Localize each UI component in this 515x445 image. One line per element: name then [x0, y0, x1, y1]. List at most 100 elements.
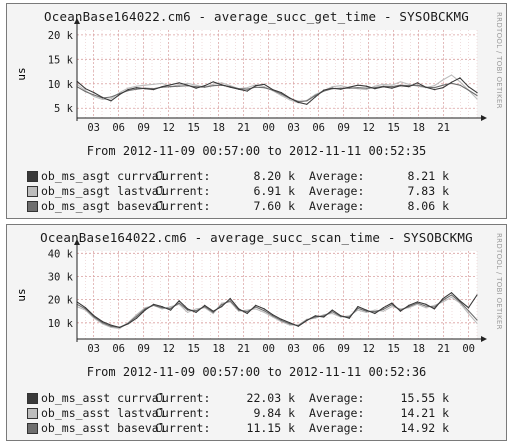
chart-panel-scan-time: OceanBase164022.cm6 - average_succ_scan_… — [6, 224, 507, 441]
data-point — [110, 326, 112, 328]
legend-series-name: ob_ms_asgt baseval — [41, 199, 166, 213]
data-point — [331, 86, 333, 88]
data-point — [476, 294, 478, 296]
legend-average-label: Average: — [309, 421, 365, 435]
data-point — [476, 319, 478, 321]
y-axis-label: us — [15, 67, 28, 80]
x-tick-label: 09 — [137, 122, 150, 134]
data-point — [119, 92, 121, 94]
legend-current-label: Current: — [155, 199, 211, 213]
x-tick-label: 12 — [362, 122, 375, 134]
data-point — [195, 311, 197, 313]
data-point — [374, 85, 376, 87]
data-point — [442, 297, 444, 300]
data-point — [195, 87, 197, 89]
legend-swatch — [27, 201, 38, 212]
data-point — [289, 324, 291, 326]
x-tick-label: 00 — [262, 122, 275, 134]
data-point — [153, 303, 155, 305]
data-point — [212, 312, 214, 315]
data-point — [93, 95, 95, 98]
legend-average-label: Average: — [309, 184, 365, 198]
data-point — [263, 87, 265, 89]
data-point — [450, 81, 453, 83]
data-point — [459, 81, 461, 83]
legend-current-value: 8.20 k — [253, 169, 295, 183]
data-point — [161, 82, 163, 84]
data-point — [323, 316, 325, 318]
data-point — [280, 319, 282, 322]
data-point — [416, 303, 418, 305]
x-tick-label: 03 — [87, 343, 100, 355]
data-point — [425, 305, 427, 307]
data-point — [374, 87, 376, 89]
data-point — [101, 323, 104, 325]
data-point — [348, 317, 350, 319]
x-tick-label: 06 — [112, 343, 125, 355]
data-point — [314, 96, 316, 98]
data-point — [280, 92, 282, 94]
y-tick-label: 15 k — [48, 54, 74, 66]
data-point — [382, 310, 384, 312]
data-point — [238, 310, 240, 312]
data-point — [110, 324, 112, 326]
data-point — [306, 100, 308, 102]
data-point — [246, 312, 248, 315]
x-tick-label: 21 — [237, 122, 250, 134]
x-tick-label: 15 — [387, 122, 400, 134]
data-point — [408, 83, 410, 85]
data-point — [391, 86, 393, 88]
legend-average-value: 7.83 k — [407, 184, 449, 198]
x-tick-label: 12 — [162, 122, 175, 134]
data-point — [195, 86, 197, 88]
data-point — [306, 103, 308, 105]
x-tick-label: 21 — [437, 343, 450, 355]
data-point — [93, 315, 95, 317]
legend-swatch — [27, 423, 38, 434]
data-point — [187, 84, 189, 86]
data-point — [229, 300, 231, 302]
chart-title: OceanBase164022.cm6 - average_succ_get_t… — [44, 9, 469, 24]
x-tick-label: 18 — [412, 343, 425, 355]
data-point — [348, 86, 350, 88]
data-point — [187, 309, 189, 311]
data-point — [280, 321, 282, 323]
data-point — [153, 89, 155, 91]
data-point — [93, 92, 95, 94]
data-point — [357, 309, 359, 311]
data-point — [187, 311, 189, 313]
series-line — [76, 74, 478, 104]
data-point — [136, 85, 138, 87]
data-point — [212, 85, 214, 87]
data-point — [323, 89, 325, 91]
legend-average-value: 14.92 k — [400, 421, 449, 435]
data-point — [93, 316, 95, 318]
data-point — [178, 300, 180, 302]
data-point — [127, 323, 129, 325]
series-line — [76, 291, 478, 328]
legend-swatch — [27, 186, 38, 197]
rrdtool-watermark: RRDTOOL / TOBI OETIKER — [495, 233, 503, 330]
x-axis-arrow — [481, 336, 487, 342]
data-point — [229, 297, 231, 300]
legend-current-label: Current: — [155, 421, 211, 435]
data-point — [425, 303, 427, 305]
data-point — [314, 94, 316, 97]
x-tick-label: 18 — [212, 343, 225, 355]
x-tick-label: 00 — [262, 343, 275, 355]
data-point — [331, 311, 333, 313]
data-point — [323, 314, 325, 316]
rrdtool-watermark: RRDTOOL / TOBI OETIKER — [495, 12, 503, 109]
data-point — [238, 308, 240, 310]
data-point — [365, 310, 367, 312]
data-point — [391, 306, 393, 308]
x-tick-label: 09 — [337, 343, 350, 355]
legend-series-name: ob_ms_asgt lastval — [41, 184, 166, 198]
x-tick-label: 18 — [412, 122, 425, 134]
legend-average-value: 8.21 k — [407, 169, 449, 183]
data-point — [408, 304, 410, 306]
chart-panel-get-time: OceanBase164022.cm6 - average_succ_get_t… — [6, 3, 507, 219]
time-range: From 2012-11-09 00:57:00 to 2012-11-11 0… — [86, 365, 427, 379]
data-point — [221, 82, 223, 84]
data-point — [442, 84, 444, 86]
